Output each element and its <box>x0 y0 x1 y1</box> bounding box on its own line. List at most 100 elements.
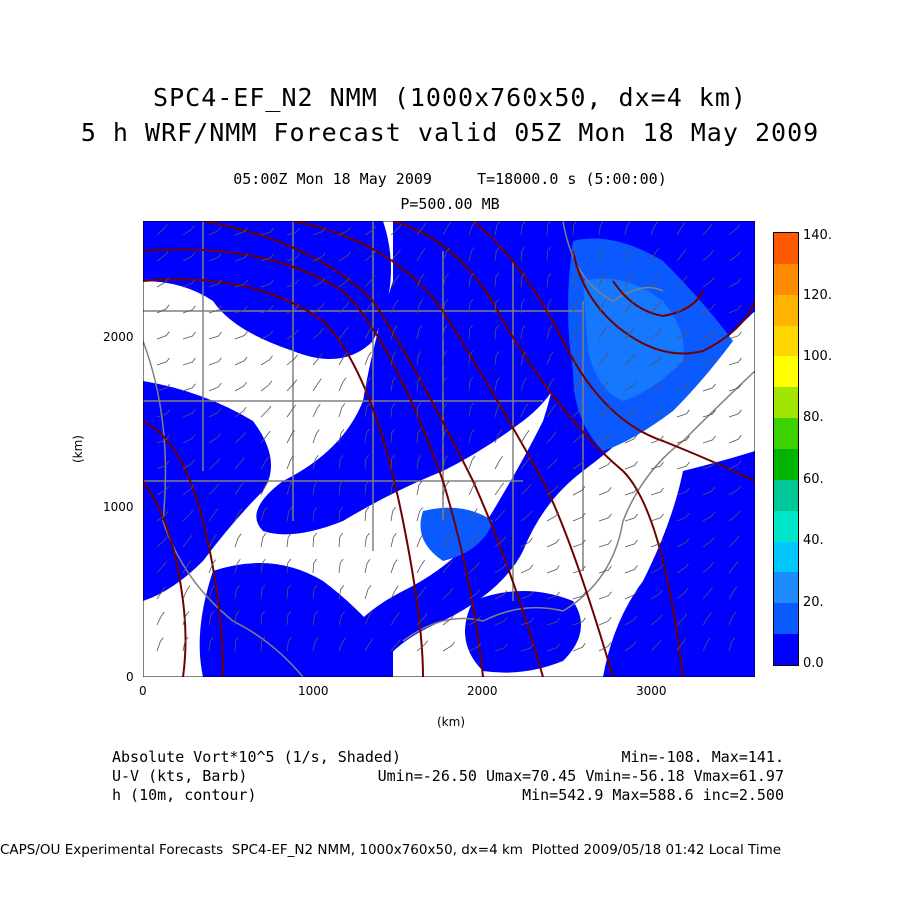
wind-barb <box>702 357 716 366</box>
wind-barb <box>286 558 292 574</box>
wind-barb <box>312 302 325 314</box>
wind-barb <box>598 379 610 392</box>
wind-barb <box>364 428 370 444</box>
wind-barb <box>260 610 266 626</box>
wind-barb <box>468 429 475 444</box>
colorbar-segment <box>774 233 798 264</box>
wind-barb <box>598 616 612 626</box>
wind-barb <box>364 250 377 262</box>
wind-barb <box>650 408 664 418</box>
wind-barb <box>650 513 664 522</box>
colorbar-segment <box>774 541 798 573</box>
wind-barb <box>156 637 164 652</box>
wind-barb <box>390 325 398 340</box>
wind-barb <box>442 376 448 392</box>
colorbar-label: 100. <box>803 349 832 364</box>
wind-barb <box>234 610 240 626</box>
wind-barb <box>260 456 270 470</box>
wind-barb <box>546 404 556 418</box>
wind-barb <box>494 590 508 600</box>
wind-barb <box>338 403 346 418</box>
colorbar-label: 20. <box>803 595 824 610</box>
wind-barb <box>364 225 377 236</box>
height-contour <box>472 221 755 482</box>
wind-barb <box>338 352 348 366</box>
wind-barb <box>338 454 344 470</box>
wind-barb <box>572 432 585 444</box>
wind-barb <box>546 221 552 236</box>
wind-barb <box>520 221 526 236</box>
wind-barb <box>676 409 690 418</box>
wind-barb <box>234 279 248 288</box>
wind-barb <box>364 300 375 314</box>
wind-barb <box>312 610 318 626</box>
wind-barb <box>572 486 586 496</box>
wind-barb <box>702 486 716 496</box>
colorbar-label: 0.0 <box>803 656 824 671</box>
wind-barb <box>598 326 608 340</box>
wind-barb <box>572 617 586 626</box>
wind-barb <box>234 559 241 574</box>
wind-barb <box>494 350 500 366</box>
wind-barb <box>624 221 631 236</box>
wind-barb <box>546 565 560 574</box>
wind-barb <box>156 611 165 626</box>
x-axis-label: (km) <box>437 715 466 729</box>
wind-barb <box>416 299 424 314</box>
wind-barb <box>494 563 507 574</box>
wind-barb <box>260 330 274 340</box>
wind-barb <box>728 510 741 522</box>
wind-barb <box>676 487 690 496</box>
wind-barb <box>416 428 422 444</box>
wind-barb <box>676 275 688 288</box>
colorbar-segment <box>774 325 798 357</box>
wind-barb <box>624 640 637 652</box>
wind-barb <box>650 355 663 366</box>
wind-barb <box>572 565 586 574</box>
wind-barb <box>416 586 427 600</box>
wind-barb <box>364 638 374 652</box>
wind-barb <box>260 636 266 652</box>
colorbar-segment <box>774 603 798 635</box>
wind-barb <box>650 435 664 444</box>
wind-barb <box>312 429 320 444</box>
wind-barb <box>676 512 690 522</box>
wind-barb <box>702 612 712 626</box>
height-contour <box>392 221 684 677</box>
y-tick-label: 2000 <box>103 330 134 344</box>
wind-barb <box>728 485 741 496</box>
wind-barb <box>312 637 319 652</box>
wind-barb <box>520 510 533 522</box>
wind-barb <box>572 325 580 340</box>
wind-barb <box>520 403 529 418</box>
wind-barb <box>416 480 423 496</box>
wind-barb <box>338 532 344 548</box>
wind-barb <box>624 615 638 626</box>
wind-barb <box>520 272 526 288</box>
wind-barb <box>312 277 326 288</box>
wind-barb <box>650 487 664 496</box>
wind-barb <box>286 455 294 470</box>
wind-barb <box>338 611 345 626</box>
wind-barb <box>312 506 318 522</box>
wind-barb <box>182 611 190 626</box>
wind-barb <box>650 328 663 340</box>
wind-barb <box>468 642 482 652</box>
colorbar-segment <box>774 356 798 388</box>
wind-barb <box>442 324 448 340</box>
wind-barb <box>494 221 501 236</box>
wind-barb <box>208 433 221 444</box>
wind-barb <box>728 251 741 262</box>
wind-barb <box>338 506 344 522</box>
wind-barb <box>260 532 267 548</box>
wind-barb <box>390 299 399 314</box>
vorticity-map <box>143 221 755 677</box>
title-line-1: SPC4-EF_N2 NMM (1000x760x50, dx=4 km) <box>153 83 747 112</box>
wind-barb <box>702 330 716 340</box>
wind-barb <box>156 460 170 470</box>
wind-barb <box>676 356 690 366</box>
wind-barb <box>520 350 527 366</box>
wind-barb <box>520 643 534 652</box>
wind-barb <box>338 584 345 600</box>
wind-barb <box>260 305 274 314</box>
